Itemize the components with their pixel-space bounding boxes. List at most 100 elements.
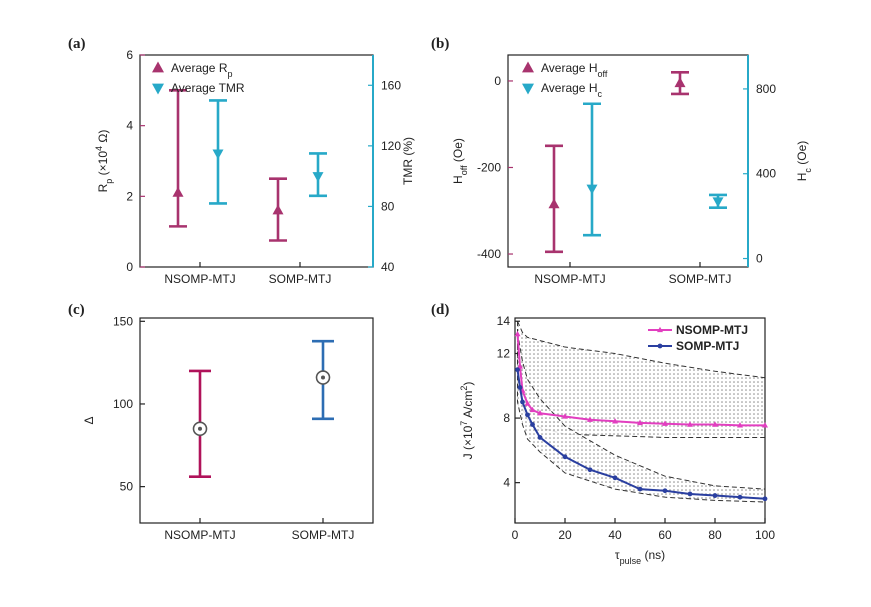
error-bar-triangle-up bbox=[169, 89, 187, 228]
legend-label: SOMP-MTJ bbox=[676, 339, 739, 353]
series-point bbox=[537, 435, 543, 440]
right-axis-tick-label: 800 bbox=[756, 82, 776, 96]
y-tick-label: 8 bbox=[503, 411, 510, 425]
legend-marker bbox=[657, 343, 663, 349]
series-point bbox=[515, 367, 520, 373]
x-tick-label: 80 bbox=[708, 528, 722, 542]
legend-marker bbox=[657, 326, 663, 333]
series-point bbox=[612, 475, 618, 481]
series-point bbox=[737, 422, 743, 428]
mean-circle-dot bbox=[321, 375, 325, 380]
legend-label: Average Hoff bbox=[541, 61, 608, 79]
right-axis-tick-label: 120 bbox=[381, 139, 401, 153]
left-axis-tick-label: 2 bbox=[126, 189, 133, 203]
error-bar-triangle-down bbox=[583, 102, 601, 237]
right-axis-tick-label: 80 bbox=[381, 199, 395, 213]
panel-a-label: (a) bbox=[68, 36, 86, 52]
left-axis-title: Δ bbox=[82, 416, 96, 424]
series-point bbox=[537, 409, 543, 416]
left-axis-tick-label: 6 bbox=[126, 48, 133, 62]
marker-triangle-up bbox=[548, 198, 560, 209]
x-category-label: SOMP-MTJ bbox=[292, 528, 355, 542]
left-axis-tick-label: -400 bbox=[477, 247, 501, 261]
right-axis-tick-label: 400 bbox=[756, 167, 776, 181]
marker-triangle-up bbox=[172, 186, 184, 197]
legend-label: Average Hc bbox=[541, 81, 602, 99]
legend-marker bbox=[152, 61, 164, 73]
x-category-label: SOMP-MTJ bbox=[269, 272, 332, 286]
y-tick-label: 12 bbox=[497, 347, 511, 361]
series-point bbox=[562, 454, 568, 460]
right-axis-tick-label: 160 bbox=[381, 78, 401, 92]
legend-label: NSOMP-MTJ bbox=[676, 323, 748, 337]
series-point bbox=[530, 422, 535, 427]
x-tick-label: 20 bbox=[558, 528, 572, 542]
series-point bbox=[637, 419, 643, 426]
x-tick-label: 60 bbox=[658, 528, 672, 542]
left-axis-tick-label: 100 bbox=[113, 397, 133, 411]
panel-b-label: (b) bbox=[431, 36, 449, 52]
left-axis-tick-label: -200 bbox=[477, 160, 501, 174]
left-axis-tick-label: 150 bbox=[113, 314, 133, 328]
series-point bbox=[529, 406, 536, 413]
left-axis-title: Rp (×104 Ω) bbox=[94, 130, 114, 193]
x-axis-title: τpulse (ns) bbox=[615, 548, 665, 566]
marker-triangle-up bbox=[272, 204, 284, 215]
legend-marker bbox=[522, 61, 534, 73]
x-category-label: NSOMP-MTJ bbox=[164, 528, 235, 542]
y-tick-label: 14 bbox=[497, 314, 511, 328]
mean-circle-dot bbox=[198, 426, 202, 431]
x-category-label: NSOMP-MTJ bbox=[534, 272, 605, 286]
series-point bbox=[762, 496, 768, 502]
legend-label: Average Rp bbox=[171, 61, 233, 79]
series-point bbox=[737, 494, 743, 500]
panel-d: (d) 0 20 40 60 80 100 4 8 12 14 J (×107 A/cm2) τpuls… bbox=[431, 302, 775, 566]
panel-b: (b) -400 -200 0 0 400 800 Hoff (Oe) Hc (Oe) NSOMP… bbox=[431, 36, 813, 286]
series-point bbox=[662, 488, 668, 494]
series-point bbox=[637, 486, 643, 492]
plot-frame bbox=[139, 317, 374, 524]
series-point bbox=[712, 493, 718, 498]
x-tick-label: 0 bbox=[512, 528, 519, 542]
plot-frame bbox=[514, 317, 766, 524]
legend-marker bbox=[522, 83, 534, 95]
series-point bbox=[517, 363, 523, 369]
panel-c-label: (c) bbox=[68, 302, 85, 318]
series-point bbox=[587, 416, 593, 422]
left-axis-tick-label: 50 bbox=[120, 480, 134, 494]
x-tick-label: 100 bbox=[755, 528, 775, 542]
uncertainty-band bbox=[517, 332, 766, 503]
right-axis-tick-label: 40 bbox=[381, 260, 395, 274]
left-axis-tick-label: 0 bbox=[494, 74, 501, 88]
legend-marker bbox=[152, 83, 164, 95]
legend-label: Average TMR bbox=[171, 81, 245, 95]
marker-triangle-down bbox=[586, 184, 598, 195]
panel-d-label: (d) bbox=[431, 302, 449, 318]
series-point bbox=[587, 467, 593, 473]
series-point bbox=[517, 385, 523, 390]
right-axis-tick-label: 0 bbox=[756, 252, 763, 266]
x-category-label: NSOMP-MTJ bbox=[164, 272, 235, 286]
left-axis-title: Hoff (Oe) bbox=[451, 138, 469, 184]
series-point bbox=[687, 421, 693, 427]
series-point bbox=[612, 418, 618, 424]
series-point bbox=[525, 412, 530, 418]
x-tick-label: 40 bbox=[608, 528, 622, 542]
panel-a: (a) 0 2 4 6 40 80 120 160 Rp (×104 Ω) TMR (%) NSOMP… bbox=[68, 36, 415, 286]
right-axis-title: Hc (Oe) bbox=[795, 141, 813, 182]
series-point bbox=[524, 400, 531, 406]
x-category-label: SOMP-MTJ bbox=[669, 272, 732, 286]
marker-triangle-down bbox=[212, 149, 224, 160]
marker-triangle-up bbox=[674, 77, 686, 88]
series-point bbox=[562, 413, 568, 419]
y-tick-label: 4 bbox=[503, 476, 510, 490]
marker-triangle-down bbox=[712, 197, 724, 208]
marker-triangle-down bbox=[312, 172, 324, 183]
series-point bbox=[687, 491, 693, 497]
left-axis-tick-label: 4 bbox=[126, 119, 133, 133]
series-point bbox=[762, 422, 768, 428]
series-point bbox=[520, 399, 525, 405]
series-point bbox=[662, 420, 668, 426]
series-point bbox=[514, 330, 521, 337]
